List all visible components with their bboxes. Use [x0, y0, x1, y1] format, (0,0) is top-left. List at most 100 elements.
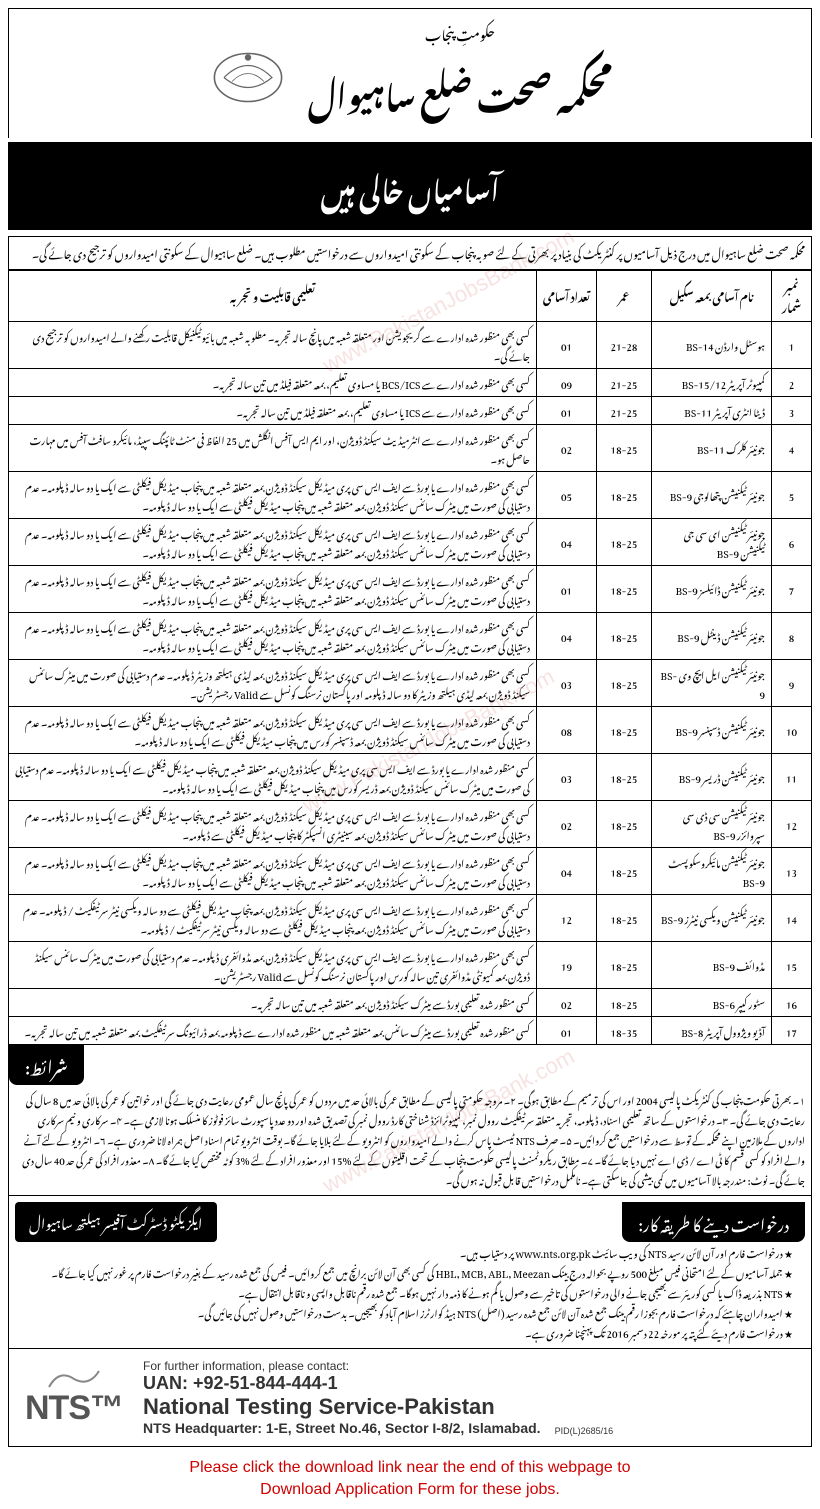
pid-ref: PID(L)2685/16	[555, 1426, 614, 1436]
govt-line: حکومتِ پنجاب	[308, 15, 612, 50]
apply-label: درخواست دینے کا طریقہ کار:	[622, 1202, 805, 1242]
cell-post: آڈیو ویژوول آپریٹر BS-8	[652, 1016, 772, 1044]
conditions-label: شرائط:	[9, 1045, 84, 1085]
header-count: تعداد آسامی	[537, 270, 597, 321]
download-note: Please click the download link near the …	[8, 1457, 812, 1502]
table-row: 7جونیئر ٹیکنیشن ڈائیلسز BS-918-2501کسی ب…	[9, 565, 812, 612]
cell-count: 02	[537, 800, 597, 847]
cell-post: جونیئر ٹیکنیشن پتھالوجی BS-9	[652, 471, 772, 518]
table-row: 5جونیئر ٹیکنیشن پتھالوجی BS-918-2505کسی …	[9, 471, 812, 518]
cell-post: ہوسٹل وارڈن BS-14	[652, 321, 772, 368]
cell-age: 18-25	[597, 659, 652, 706]
cell-post: جونیئر ٹیکنیشن ای سی جی ٹیکنیشن BS-9	[652, 518, 772, 565]
cell-qual: کسی بھی منظور شدہ ادارے یا بورڈ سے ایف ا…	[9, 612, 537, 659]
cell-post: جونیئر ٹیکنیشن ویکسی نیٹرز BS-9	[652, 894, 772, 941]
intro-text: محکمہ صحت ضلع ساہیوال میں درج ذیل آسامیو…	[8, 236, 812, 270]
apply-list: درخواست فارم اور آن لائن رسید NTS کی ویب…	[15, 1242, 805, 1342]
job-advertisement-page: www.PakistanJobsBank.com www.PakistanJob…	[8, 8, 812, 1501]
cell-age: 18-25	[597, 518, 652, 565]
cell-qual: کسی بھی منظور شدہ ادارے یا بورڈ سے ایف ا…	[9, 847, 537, 894]
cell-age: 21-28	[597, 321, 652, 368]
cell-post: جونیئر کلرک BS-11	[652, 424, 772, 471]
cell-sr: 13	[772, 847, 812, 894]
table-row: 16سٹور کیپر BS-618-2502کسی منظور شدہ تعل…	[9, 988, 812, 1016]
cell-post: مڈوائف BS-9	[652, 941, 772, 988]
cell-age: 18-25	[597, 565, 652, 612]
cell-qual: کسی منظور شدہ تعلیمی بورڈ سے میٹرک سیکنڈ…	[9, 988, 537, 1016]
cell-qual: کسی بھی منظور شدہ ادارے یا بورڈ سے ایف ا…	[9, 659, 537, 706]
table-row: 12جونیئر ٹیکنیشن سی ڈی سی سپروائزر BS-91…	[9, 800, 812, 847]
nts-name: National Testing Service-Pakistan	[143, 1394, 541, 1420]
cell-count: 05	[537, 471, 597, 518]
cell-count: 09	[537, 368, 597, 396]
cell-post: جونیئر ٹیکنیشن مائیکروسکوپسٹ BS-9	[652, 847, 772, 894]
table-row: 1ہوسٹل وارڈن BS-1421-2801کسی بھی منظور ش…	[9, 321, 812, 368]
table-row: 17آڈیو ویژوول آپریٹر BS-818-3501کسی منظو…	[9, 1016, 812, 1044]
cell-count: 04	[537, 518, 597, 565]
cell-count: 08	[537, 706, 597, 753]
cell-sr: 10	[772, 706, 812, 753]
header: حکومتِ پنجاب محکمہ صحت ضلع ساہیوال	[8, 8, 812, 138]
conditions-text: ۱۔ بھرتی حکومت پنجاب کی کنٹریکٹ پالیسی 2…	[15, 1085, 805, 1189]
cell-age: 18-25	[597, 706, 652, 753]
cell-qual: کسی بھی منظور شدہ ادارے سے گریجویشن اور …	[9, 321, 537, 368]
cell-sr: 14	[772, 894, 812, 941]
cell-qual: کسی بھی منظور شدہ ادارے یا بورڈ سے ایف ا…	[9, 518, 537, 565]
officer-badge: ایگزیکٹو ڈسٹرکٹ آفیسر ہیلتھ ساہیوال	[15, 1202, 217, 1242]
nts-info: For further information, please contact:…	[143, 1359, 541, 1436]
cell-count: 03	[537, 753, 597, 800]
nts-address: NTS Headquarter: 1-E, Street No.46, Sect…	[143, 1420, 541, 1436]
cell-age: 18-25	[597, 800, 652, 847]
cell-post: جونیئر ٹیکنیشن سی ڈی سی سپروائزر BS-9	[652, 800, 772, 847]
nts-contact-label: For further information, please contact:	[143, 1359, 541, 1373]
table-row: 4جونیئر کلرک BS-1118-2502کسی بھی منظور ش…	[9, 424, 812, 471]
cell-age: 21-25	[597, 396, 652, 424]
cell-sr: 16	[772, 988, 812, 1016]
nts-logo-text: NTS™	[25, 1389, 123, 1428]
cell-qual: کسی بھی منظور شدہ ادارے یا بورڈ سے ایف ا…	[9, 706, 537, 753]
conditions-block: شرائط: ۱۔ بھرتی حکومت پنجاب کی کنٹریکٹ پ…	[8, 1045, 812, 1196]
cell-qual: کسی بھی منظور شدہ ادارے یا بورڈ سے ایف ا…	[9, 471, 537, 518]
table-row: 11جونیئر ٹیکنیشن ڈریسر BS-918-2503کسی من…	[9, 753, 812, 800]
cell-post: جونیئر ٹیکنیشن ڈریسر BS-9	[652, 753, 772, 800]
cell-qual: کسی منظور شدہ تعلیمی بورڈ سے میٹرک سائنس…	[9, 1016, 537, 1044]
cell-count: 19	[537, 941, 597, 988]
cell-qual: کسی بھی منظور شدہ ادارے یا بورڈ سے ایف ا…	[9, 894, 537, 941]
cell-post: کمپیوٹر آپریٹر BS-15/12	[652, 368, 772, 396]
cell-count: 01	[537, 396, 597, 424]
cell-count: 12	[537, 894, 597, 941]
cell-age: 18-25	[597, 753, 652, 800]
cell-sr: 17	[772, 1016, 812, 1044]
cell-count: 04	[537, 612, 597, 659]
cell-count: 02	[537, 424, 597, 471]
header-post: نام آسامی بمعہ سکیل	[652, 270, 772, 321]
cell-sr: 7	[772, 565, 812, 612]
table-row: 8جونیئر ٹیکنیشن ڈینٹل BS-918-2504کسی بھی…	[9, 612, 812, 659]
nts-logo-icon: NTS™	[19, 1362, 129, 1432]
cell-count: 01	[537, 1016, 597, 1044]
cell-qual: کسی بھی منظور شدہ ادارے یا بورڈ سے ایف ا…	[9, 565, 537, 612]
cell-qual: کسی بھی منظور شدہ ادارے یا بورڈ سے ایف ا…	[9, 941, 537, 988]
cell-qual: کسی بھی منظور شدہ ادارے یا بورڈ سے ایف ا…	[9, 800, 537, 847]
cell-qual: کسی منظور شدہ ادارے یا بورڈ سے ایف ایس س…	[9, 753, 537, 800]
cell-sr: 3	[772, 396, 812, 424]
cell-qual: کسی بھی منظور شدہ ادارے سے انٹرمیڈیٹ سیک…	[9, 424, 537, 471]
nts-footer: NTS™ For further information, please con…	[8, 1349, 812, 1447]
cell-age: 18-25	[597, 612, 652, 659]
table-row: 3ڈیٹا انٹری آپریٹر BS-1121-2501کسی بھی م…	[9, 396, 812, 424]
cell-age: 18-25	[597, 471, 652, 518]
cell-count: 04	[537, 847, 597, 894]
cell-age: 18-25	[597, 941, 652, 988]
cell-count: 03	[537, 659, 597, 706]
cell-post: جونیئر ٹیکنیشن ایل ایچ وی BS-9	[652, 659, 772, 706]
cell-qual: کسی بھی منظور شدہ ادارے سے ICS یا مساوی …	[9, 396, 537, 424]
cell-age: 18-25	[597, 894, 652, 941]
cell-sr: 1	[772, 321, 812, 368]
cell-sr: 4	[772, 424, 812, 471]
table-header-row: نمبر شمار نام آسامی بمعہ سکیل عمر تعداد …	[9, 270, 812, 321]
jobs-table: نمبر شمار نام آسامی بمعہ سکیل عمر تعداد …	[8, 270, 812, 1045]
cell-count: 01	[537, 321, 597, 368]
apply-item: درخواست فارم دیئے گئے پتہ پر مورخہ 22 دس…	[15, 1322, 793, 1342]
table-row: 10جونیئر ٹیکنیشن ڈسپنسر BS-918-2508کسی ب…	[9, 706, 812, 753]
header-text: حکومتِ پنجاب محکمہ صحت ضلع ساہیوال	[308, 15, 612, 132]
